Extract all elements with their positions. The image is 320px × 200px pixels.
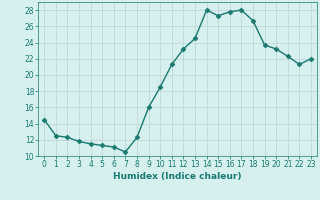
X-axis label: Humidex (Indice chaleur): Humidex (Indice chaleur) [113,172,242,181]
